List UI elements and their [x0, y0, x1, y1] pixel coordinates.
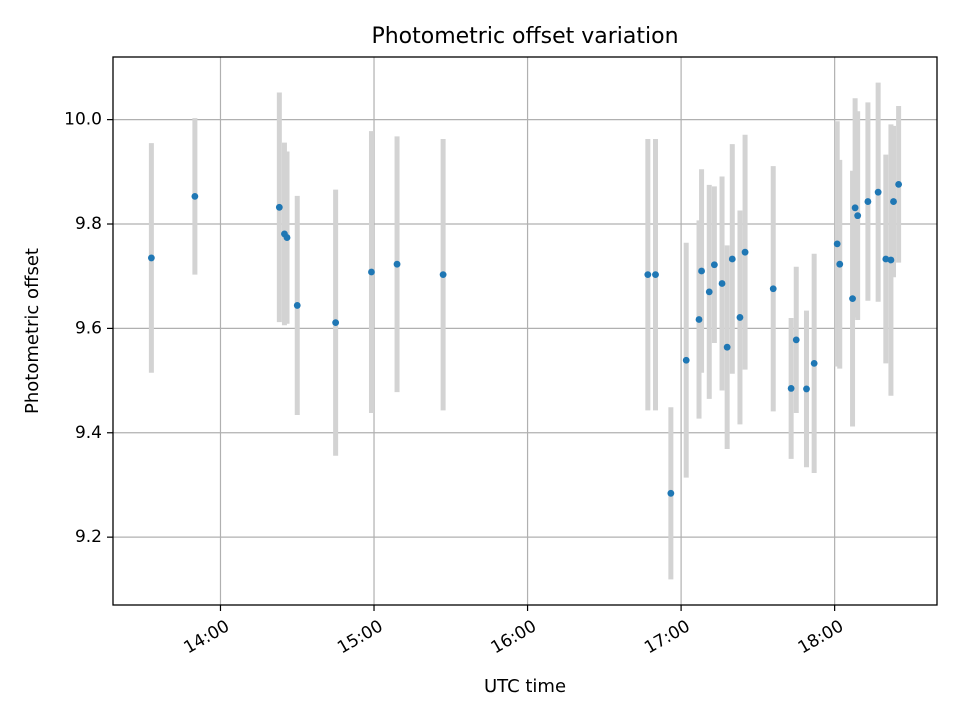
y-tick-label: 9.8 [75, 214, 102, 234]
data-point [705, 288, 713, 296]
data-point [792, 336, 800, 344]
y-tick-label: 9.2 [75, 527, 102, 547]
data-point [741, 248, 749, 256]
data-point [887, 256, 895, 264]
data-point [718, 280, 726, 287]
data-point [833, 240, 841, 248]
data-points [147, 180, 903, 497]
plot-frame [112, 56, 938, 606]
data-point [368, 268, 375, 276]
data-point [810, 359, 818, 367]
data-point [439, 271, 447, 279]
data-point [864, 198, 872, 205]
data-point [682, 356, 690, 364]
data-point [283, 234, 291, 241]
data-point [644, 271, 652, 279]
grid [113, 57, 937, 605]
data-point [393, 260, 401, 268]
chart-title: Photometric offset variation [371, 24, 678, 49]
data-point [710, 261, 718, 269]
y-tick-label: 9.4 [75, 423, 102, 443]
y-axis-label: Photometric offset [22, 248, 43, 414]
x-axis-label: UTC time [484, 676, 566, 697]
data-point [851, 204, 859, 212]
y-tick-label: 9.6 [75, 318, 102, 338]
data-point [695, 316, 703, 323]
data-point [723, 343, 731, 351]
data-point [769, 285, 777, 293]
data-point [849, 295, 856, 303]
data-point [854, 212, 862, 220]
data-point [728, 255, 736, 263]
data-point [293, 302, 301, 309]
data-point [698, 267, 705, 275]
y-axis: 9.2 9.4 9.6 9.8 10.0 [64, 110, 113, 547]
y-tick-label: 10.0 [64, 110, 102, 130]
data-point [191, 192, 199, 200]
data-point [890, 198, 897, 205]
data-point [803, 385, 810, 393]
data-point [895, 180, 903, 188]
data-point [787, 385, 795, 392]
data-point [667, 489, 675, 497]
data-point [736, 314, 744, 321]
data-point [652, 271, 659, 279]
data-point [147, 254, 155, 262]
data-point [874, 188, 882, 196]
data-point [836, 260, 844, 268]
data-point [882, 255, 890, 263]
data-point [275, 203, 283, 211]
data-point [332, 319, 340, 327]
